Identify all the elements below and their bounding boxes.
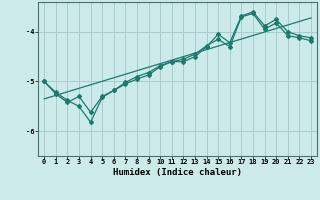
X-axis label: Humidex (Indice chaleur): Humidex (Indice chaleur) bbox=[113, 168, 242, 177]
